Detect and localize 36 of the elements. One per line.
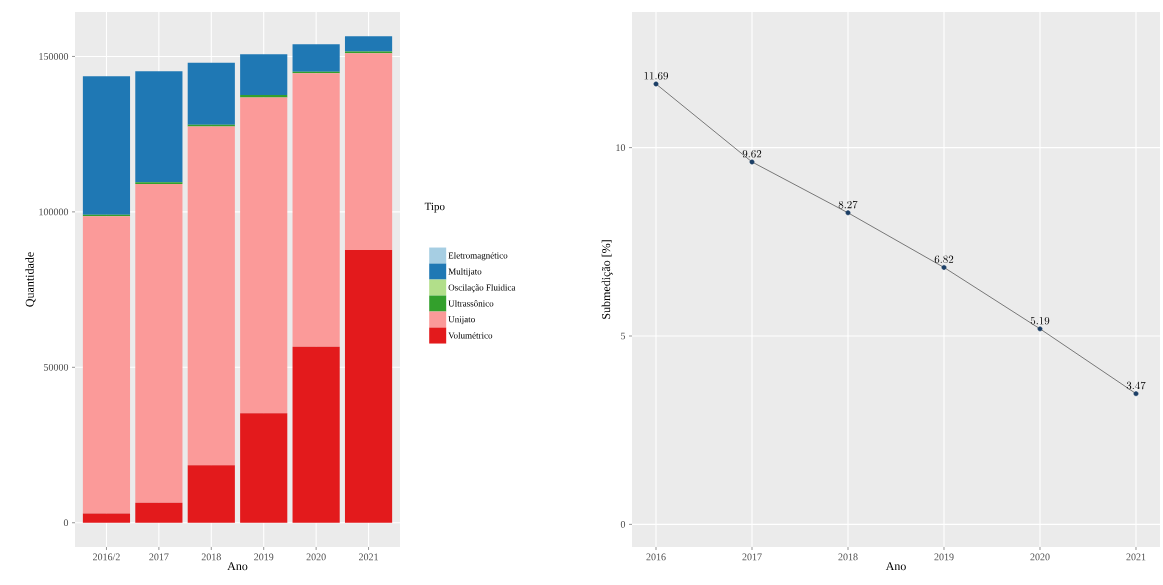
y-axis-title: Submedição [%] xyxy=(601,240,613,319)
y-tick-label: 100000 xyxy=(39,208,69,216)
x-tick-label: 2021 xyxy=(1126,553,1146,561)
data-label: 8.27 xyxy=(838,200,858,209)
legend-label: Volumétrico xyxy=(448,332,493,339)
legend-label: Eletromagnético xyxy=(448,252,508,261)
x-tick-label: 2016/2 xyxy=(93,553,120,561)
data-label: 9.62 xyxy=(742,150,762,158)
x-tick-label: 2021 xyxy=(358,553,378,561)
legend-title: Tipo xyxy=(424,202,445,213)
y-tick-label: 50000 xyxy=(44,363,69,371)
x-tick-label: 2019 xyxy=(934,553,954,561)
x-tick-label: 2019 xyxy=(254,553,274,561)
x-axis-title: Ano xyxy=(227,562,248,571)
data-label: 3.47 xyxy=(1126,381,1146,390)
x-tick-label: 2017 xyxy=(742,553,762,561)
y-tick-label: 150000 xyxy=(39,53,69,60)
y-tick-label: 0 xyxy=(620,521,626,528)
y-tick-label: 5 xyxy=(621,332,626,340)
x-tick-label: 2018 xyxy=(838,553,858,561)
x-axis-title: Ano xyxy=(885,562,906,571)
data-label: 11 .69 xyxy=(644,72,668,80)
data-label: 5. 19 xyxy=(1030,316,1050,325)
x-tick-label: 2020 xyxy=(306,553,326,561)
data-label: 6.82 xyxy=(934,255,954,264)
x-tick-label: 2018 xyxy=(201,553,221,561)
x-tick-label: 2016 xyxy=(646,553,666,561)
y-tick-label: 0 xyxy=(63,519,69,527)
legend-label: Unijato xyxy=(448,316,475,325)
legend-label: Oscilação Fluidica xyxy=(448,284,516,293)
x-tick-label: 2020 xyxy=(1030,553,1050,561)
y-axis-title: Quantidade xyxy=(25,252,36,307)
legend-label: Multijato xyxy=(448,268,482,277)
legend-label: Ultrassônico xyxy=(448,300,494,307)
x-tick-label: 2017 xyxy=(149,553,169,561)
y-tick-label: 10 xyxy=(616,144,626,151)
